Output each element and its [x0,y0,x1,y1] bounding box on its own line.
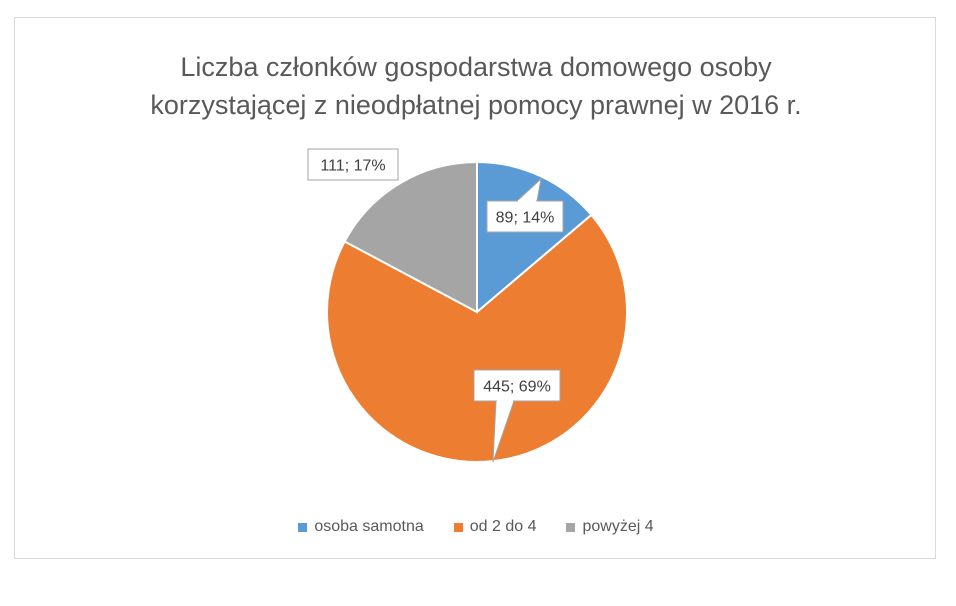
data-label-text-od-2-do-4: 445; 69% [483,379,551,396]
data-label-box-od-2-do-4 [473,369,561,402]
data-label-osoba-samotna: 89; 14% [486,177,564,233]
pie-data-labels: 89; 14% 445; 69% 111; 17% [307,148,564,463]
chart-legend: osoba samotna od 2 do 4 powyżej 4 [15,518,937,536]
data-label-seam-osoba-samotna [518,200,536,203]
data-label-text-osoba-samotna: 89; 14% [496,210,555,227]
chart-title-line-2: korzystającej z nieodpłatnej pomocy praw… [150,90,802,120]
data-label-seam-od-2-do-4 [497,399,513,402]
pie-slice-osoba-samotna [476,160,593,315]
legend-swatch-od-2-do-4 [453,522,463,532]
legend-item-od-2-do-4: od 2 do 4 [453,518,537,536]
pie-slice-powyzej-4 [343,160,478,314]
legend-item-powyzej-4: powyżej 4 [566,518,654,536]
chart-frame: Liczba członków gospodarstwa domowego os… [14,17,936,559]
pie-chart: 89; 14% 445; 69% 111; 17% [307,148,628,463]
data-label-od-2-do-4: 445; 69% [473,369,561,463]
legend-item-osoba-samotna: osoba samotna [298,518,424,536]
legend-swatch-osoba-samotna [298,522,308,532]
legend-label-powyzej-4: powyżej 4 [582,518,654,535]
chart-title-line-1: Liczba członków gospodarstwa domowego os… [180,52,772,82]
data-label-box-powyzej-4 [307,148,399,181]
legend-label-od-2-do-4: od 2 do 4 [469,518,537,535]
data-label-box-osoba-samotna [486,200,564,233]
data-label-powyzej-4: 111; 17% [307,148,399,181]
legend-label-osoba-samotna: osoba samotna [314,518,424,535]
pie-slices [326,160,628,463]
chart-title: Liczba członków gospodarstwa domowego os… [15,48,937,124]
legend-swatch-powyzej-4 [566,522,576,532]
data-label-text-powyzej-4: 111; 17% [320,158,385,175]
